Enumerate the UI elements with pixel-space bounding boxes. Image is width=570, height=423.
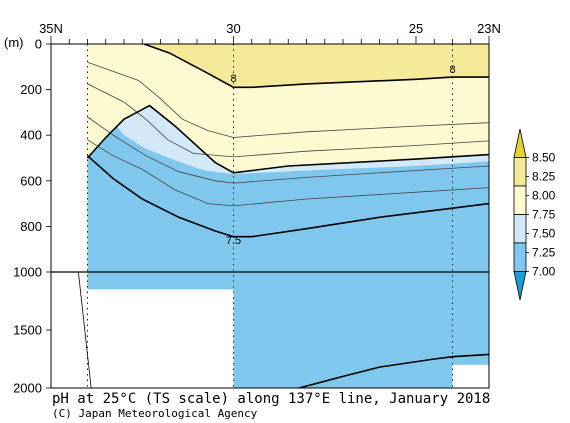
no-data-region-2 — [452, 364, 489, 388]
colorbar-segment-1 — [513, 157, 527, 187]
contour-7-5-deep — [298, 353, 490, 389]
colorbar-label-5: 7.25 — [532, 246, 556, 260]
contour-8 — [143, 43, 489, 89]
x-tick-label-23: 23N — [477, 21, 501, 36]
y-tick-label-1500: 1500 — [13, 323, 42, 338]
fill-above-8-25 — [144, 44, 489, 88]
y-tick-label-400: 400 — [20, 128, 42, 143]
colorbar-label-3: 7.75 — [532, 208, 556, 222]
y-tick-label-800: 800 — [20, 219, 42, 234]
plot-area: 887.5 — [51, 43, 490, 389]
colorbar-segment-4 — [513, 242, 527, 272]
no-data-region-0 — [51, 44, 88, 388]
x-tick-label-30: 30 — [226, 21, 240, 36]
y-tick-label-200: 200 — [20, 82, 42, 97]
chart-credit: (C) Japan Meteorological Agency — [52, 407, 258, 420]
colorbar: 8.50 8.25 8.00 7.75 7.50 7.25 7.00 — [513, 128, 556, 301]
colorbar-label-4: 7.50 — [532, 227, 556, 241]
colorbar-top-extension — [513, 128, 527, 158]
fill-below-7-50 — [87, 155, 489, 272]
thin-contour-0 — [87, 61, 490, 138]
contour-label-7-5: 7.5 — [226, 235, 241, 247]
contour-label-8b: 8 — [449, 64, 455, 76]
contour-label-8a: 8 — [230, 73, 236, 85]
x-tick-label-35: 35N — [39, 21, 63, 36]
x-tick-label-25: 25 — [409, 21, 423, 36]
y-tick-label-600: 600 — [20, 173, 42, 188]
axes: 35N 30 25 23N 0 200 400 600 800 1000 1500 2000 (m) — [4, 21, 501, 396]
y-axis-label: (m) — [4, 35, 24, 50]
colorbar-bottom-extension — [513, 271, 527, 301]
bottom-topography-line — [77, 271, 92, 389]
y-tick-label-1000: 1000 — [13, 265, 42, 280]
no-data-region-1 — [87, 289, 234, 388]
colorbar-label-0: 8.50 — [532, 151, 556, 165]
y-tick-label-2000: 2000 — [13, 381, 42, 396]
y-tick-label-0: 0 — [35, 37, 42, 52]
chart-title: pH at 25°C (TS scale) along 137°E line, … — [52, 391, 491, 407]
colorbar-label-1: 8.25 — [532, 170, 556, 184]
thin-contour-3 — [87, 139, 490, 207]
colorbar-segment-3 — [513, 214, 527, 244]
thin-contour-1 — [87, 83, 490, 158]
colorbar-segment-2 — [513, 185, 527, 215]
colorbar-label-6: 7.00 — [532, 265, 556, 279]
thin-contour-2 — [87, 116, 490, 184]
colorbar-label-2: 8.00 — [532, 189, 556, 203]
contour-7-75 — [86, 104, 490, 174]
